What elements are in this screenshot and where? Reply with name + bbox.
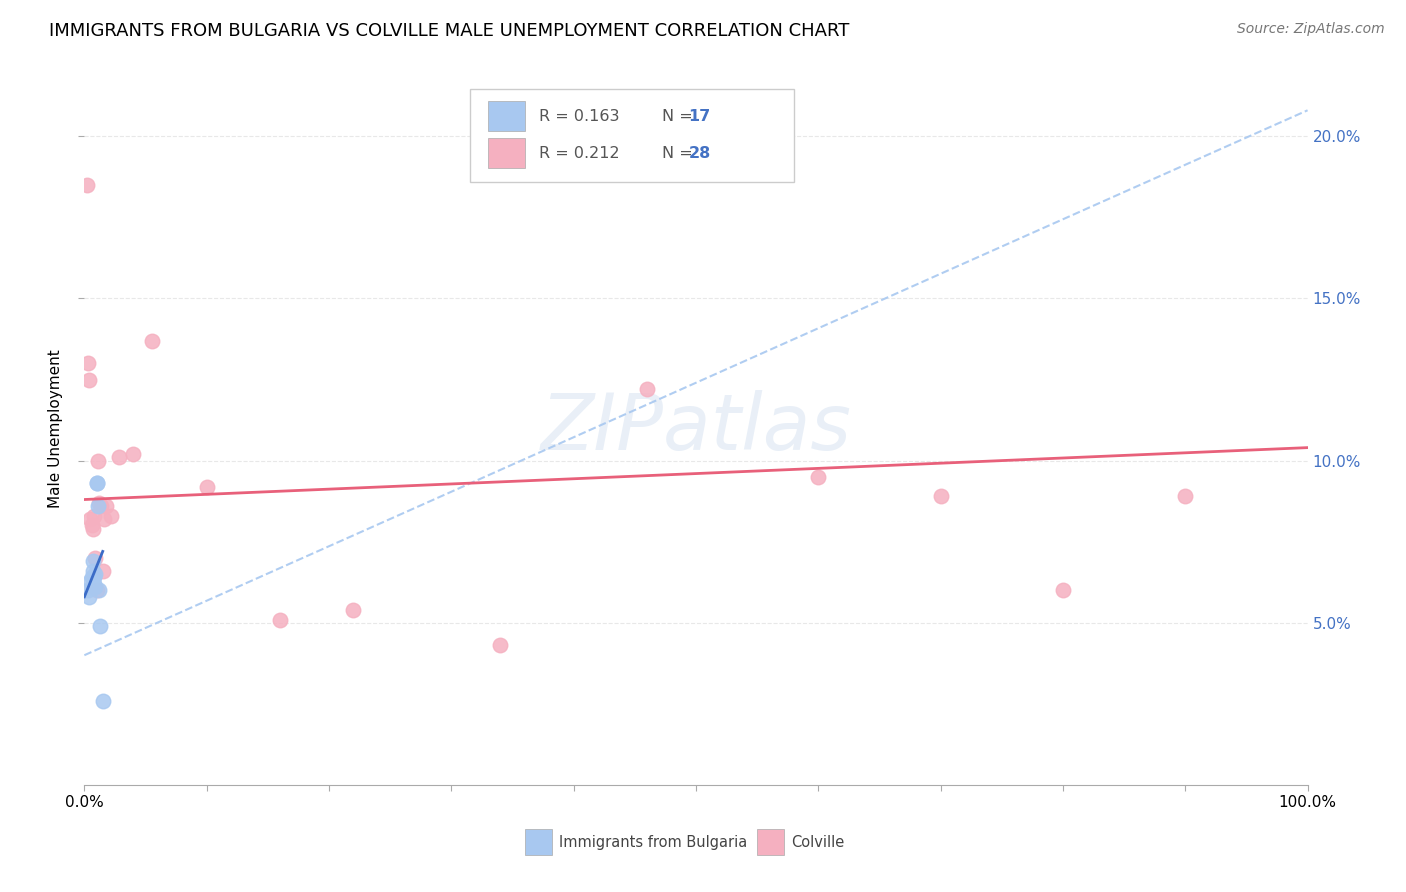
- Point: [80, 580, 103, 594]
- Point: [86, 583, 108, 598]
- Point: [82, 522, 104, 536]
- Point: [82, 564, 104, 578]
- Text: 28: 28: [689, 146, 711, 161]
- Point: [83, 570, 105, 584]
- Point: [79, 574, 101, 588]
- Point: [84, 550, 107, 565]
- FancyBboxPatch shape: [470, 89, 794, 182]
- Point: [91, 693, 114, 707]
- Point: [122, 447, 145, 461]
- Text: ZIPatlas: ZIPatlas: [540, 390, 852, 467]
- Text: Colville: Colville: [792, 835, 845, 849]
- Point: [1174, 489, 1197, 503]
- FancyBboxPatch shape: [524, 830, 551, 855]
- Point: [100, 508, 122, 523]
- Point: [96, 499, 118, 513]
- Point: [87, 583, 110, 598]
- Point: [79, 512, 101, 526]
- Text: N =: N =: [662, 146, 697, 161]
- Point: [489, 639, 512, 653]
- Point: [87, 453, 110, 467]
- Point: [91, 564, 114, 578]
- Text: Immigrants from Bulgaria: Immigrants from Bulgaria: [560, 835, 747, 849]
- Point: [77, 583, 100, 598]
- Text: Source: ZipAtlas.com: Source: ZipAtlas.com: [1237, 22, 1385, 37]
- Point: [141, 334, 163, 348]
- FancyBboxPatch shape: [488, 138, 524, 169]
- Point: [636, 382, 658, 396]
- Point: [80, 518, 103, 533]
- Point: [90, 499, 112, 513]
- Point: [342, 603, 364, 617]
- Point: [86, 476, 108, 491]
- Point: [929, 489, 952, 503]
- Text: R = 0.212: R = 0.212: [540, 146, 620, 161]
- Point: [87, 496, 110, 510]
- Point: [807, 470, 830, 484]
- Point: [87, 499, 110, 513]
- Point: [77, 590, 100, 604]
- Point: [1052, 583, 1074, 598]
- FancyBboxPatch shape: [758, 830, 785, 855]
- Point: [89, 619, 111, 633]
- Point: [84, 580, 107, 594]
- Point: [82, 554, 104, 568]
- Point: [80, 570, 103, 584]
- Point: [195, 479, 218, 493]
- Point: [83, 508, 105, 523]
- FancyBboxPatch shape: [488, 102, 524, 131]
- Point: [84, 567, 107, 582]
- Point: [269, 613, 291, 627]
- Point: [76, 178, 98, 192]
- Text: N =: N =: [662, 109, 697, 124]
- Text: IMMIGRANTS FROM BULGARIA VS COLVILLE MALE UNEMPLOYMENT CORRELATION CHART: IMMIGRANTS FROM BULGARIA VS COLVILLE MAL…: [49, 22, 849, 40]
- Point: [93, 512, 115, 526]
- Point: [107, 450, 129, 465]
- Text: 17: 17: [689, 109, 711, 124]
- Point: [86, 476, 108, 491]
- Point: [77, 356, 100, 370]
- Y-axis label: Male Unemployment: Male Unemployment: [48, 349, 63, 508]
- Point: [77, 372, 100, 386]
- Text: R = 0.163: R = 0.163: [540, 109, 620, 124]
- Point: [83, 577, 105, 591]
